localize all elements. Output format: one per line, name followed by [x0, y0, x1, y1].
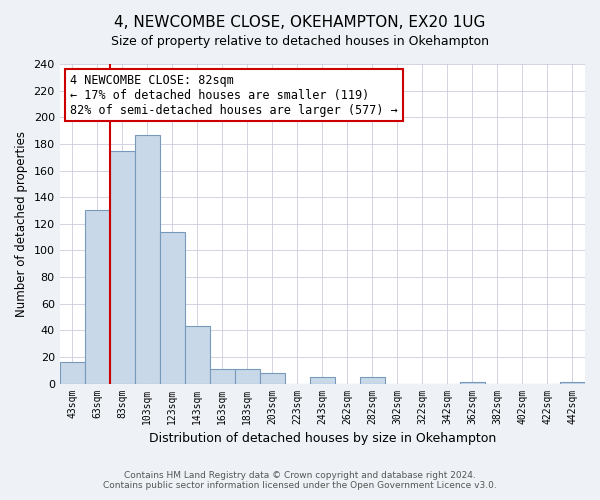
Bar: [560, 382, 585, 384]
Bar: [235, 369, 260, 384]
Bar: [59, 362, 85, 384]
Bar: [185, 326, 210, 384]
Bar: [110, 150, 135, 384]
Bar: [85, 210, 110, 384]
Text: Size of property relative to detached houses in Okehampton: Size of property relative to detached ho…: [111, 35, 489, 48]
Bar: [260, 373, 285, 384]
Text: Contains HM Land Registry data © Crown copyright and database right 2024.
Contai: Contains HM Land Registry data © Crown c…: [103, 470, 497, 490]
Bar: [210, 369, 235, 384]
X-axis label: Distribution of detached houses by size in Okehampton: Distribution of detached houses by size …: [149, 432, 496, 445]
Bar: [135, 134, 160, 384]
Bar: [360, 377, 385, 384]
Bar: [310, 377, 335, 384]
Bar: [160, 232, 185, 384]
Bar: [460, 382, 485, 384]
Text: 4, NEWCOMBE CLOSE, OKEHAMPTON, EX20 1UG: 4, NEWCOMBE CLOSE, OKEHAMPTON, EX20 1UG: [115, 15, 485, 30]
Y-axis label: Number of detached properties: Number of detached properties: [15, 131, 28, 317]
Text: 4 NEWCOMBE CLOSE: 82sqm
← 17% of detached houses are smaller (119)
82% of semi-d: 4 NEWCOMBE CLOSE: 82sqm ← 17% of detache…: [70, 74, 398, 116]
